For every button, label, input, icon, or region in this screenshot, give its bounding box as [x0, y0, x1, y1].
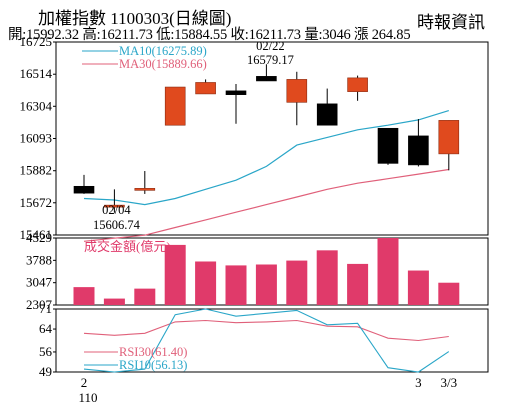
candle-body [104, 204, 125, 208]
rsi10-line [83, 308, 450, 373]
price-axis-tick-label: 15882 [20, 163, 53, 178]
candle-body [73, 185, 95, 194]
candle-body [347, 77, 368, 92]
rsi-axis-tick-label: 49 [39, 364, 52, 379]
high-marker-date: 02/22 [256, 39, 284, 53]
candle-body [225, 90, 247, 95]
candle-body [438, 120, 460, 155]
volume-bar [255, 264, 277, 305]
volume-bar [134, 288, 156, 305]
rsi30-line [83, 319, 449, 342]
high-marker-value: 16579.17 [247, 53, 294, 67]
candle-body [134, 188, 156, 191]
ma30-line [83, 168, 449, 242]
volume-axis-tick-label: 3047 [26, 275, 53, 290]
rsi10-legend-label: RSI10(56.13) [119, 358, 187, 372]
rsi30-legend-label: RSI30(61.40) [119, 345, 187, 359]
volume-bar [377, 238, 399, 305]
candle-body [195, 82, 216, 95]
candle-body [286, 79, 308, 103]
candle-body [164, 86, 186, 126]
low-marker-date: 02/04 [102, 203, 131, 217]
price-axis-tick-label: 16725 [20, 34, 53, 49]
x-axis-label: 2 [81, 375, 88, 390]
x-axis-label: 3 [415, 375, 422, 390]
rsi-axis-tick-label: 64 [39, 321, 53, 336]
candle-body [408, 135, 429, 166]
volume-axis-tick-label: 3788 [26, 252, 52, 267]
price-axis-tick-label: 15672 [20, 195, 53, 210]
x-axis-label: 3/3 [440, 375, 457, 390]
volume-bar [164, 244, 186, 305]
rsi-axis-tick-label: 71 [39, 301, 52, 316]
volume-bar [438, 282, 460, 305]
volume-bar [195, 261, 217, 305]
ma10-legend-label: MA10(16275.89) [119, 44, 207, 58]
low-marker-value: 15606.74 [93, 218, 141, 232]
volume-axis-tick-label: 4529 [26, 230, 52, 245]
rsi-axis-tick-label: 56 [39, 344, 53, 359]
price-axis-tick-label: 16093 [20, 131, 53, 146]
volume-bar [347, 263, 369, 305]
volume-bar [316, 250, 338, 305]
ma30-legend-label: MA30(15889.66) [119, 57, 207, 71]
data-source: 時報資訊 [417, 13, 485, 32]
volume-bar [103, 298, 125, 305]
ma10-line [83, 110, 449, 206]
candle-body [316, 103, 338, 126]
volume-bar [225, 265, 247, 305]
price-axis-tick-label: 15461 [20, 227, 53, 242]
rsi-panel-frame [55, 308, 489, 373]
volume-axis-tick-label: 2307 [26, 297, 53, 312]
candle-body [377, 127, 399, 164]
ohlc-summary: 開:15992.32 高:16211.73 低:15884.55 收:16211… [8, 27, 411, 43]
price-axis-tick-label: 16514 [20, 66, 53, 81]
price-axis-tick-label: 16304 [20, 98, 53, 113]
candle-body [256, 76, 277, 82]
volume-bar [286, 260, 308, 305]
chart-header: 加權指數 1100303(日線圖) 時報資訊 開:15992.32 高:1621… [0, 0, 515, 43]
volume-bar [73, 287, 95, 305]
chart-title: 加權指數 1100303(日線圖) [38, 9, 232, 28]
x-axis-year-label: 110 [78, 390, 97, 405]
volume-legend: 成交金額(億元) [84, 239, 171, 254]
volume-bar [407, 270, 429, 305]
